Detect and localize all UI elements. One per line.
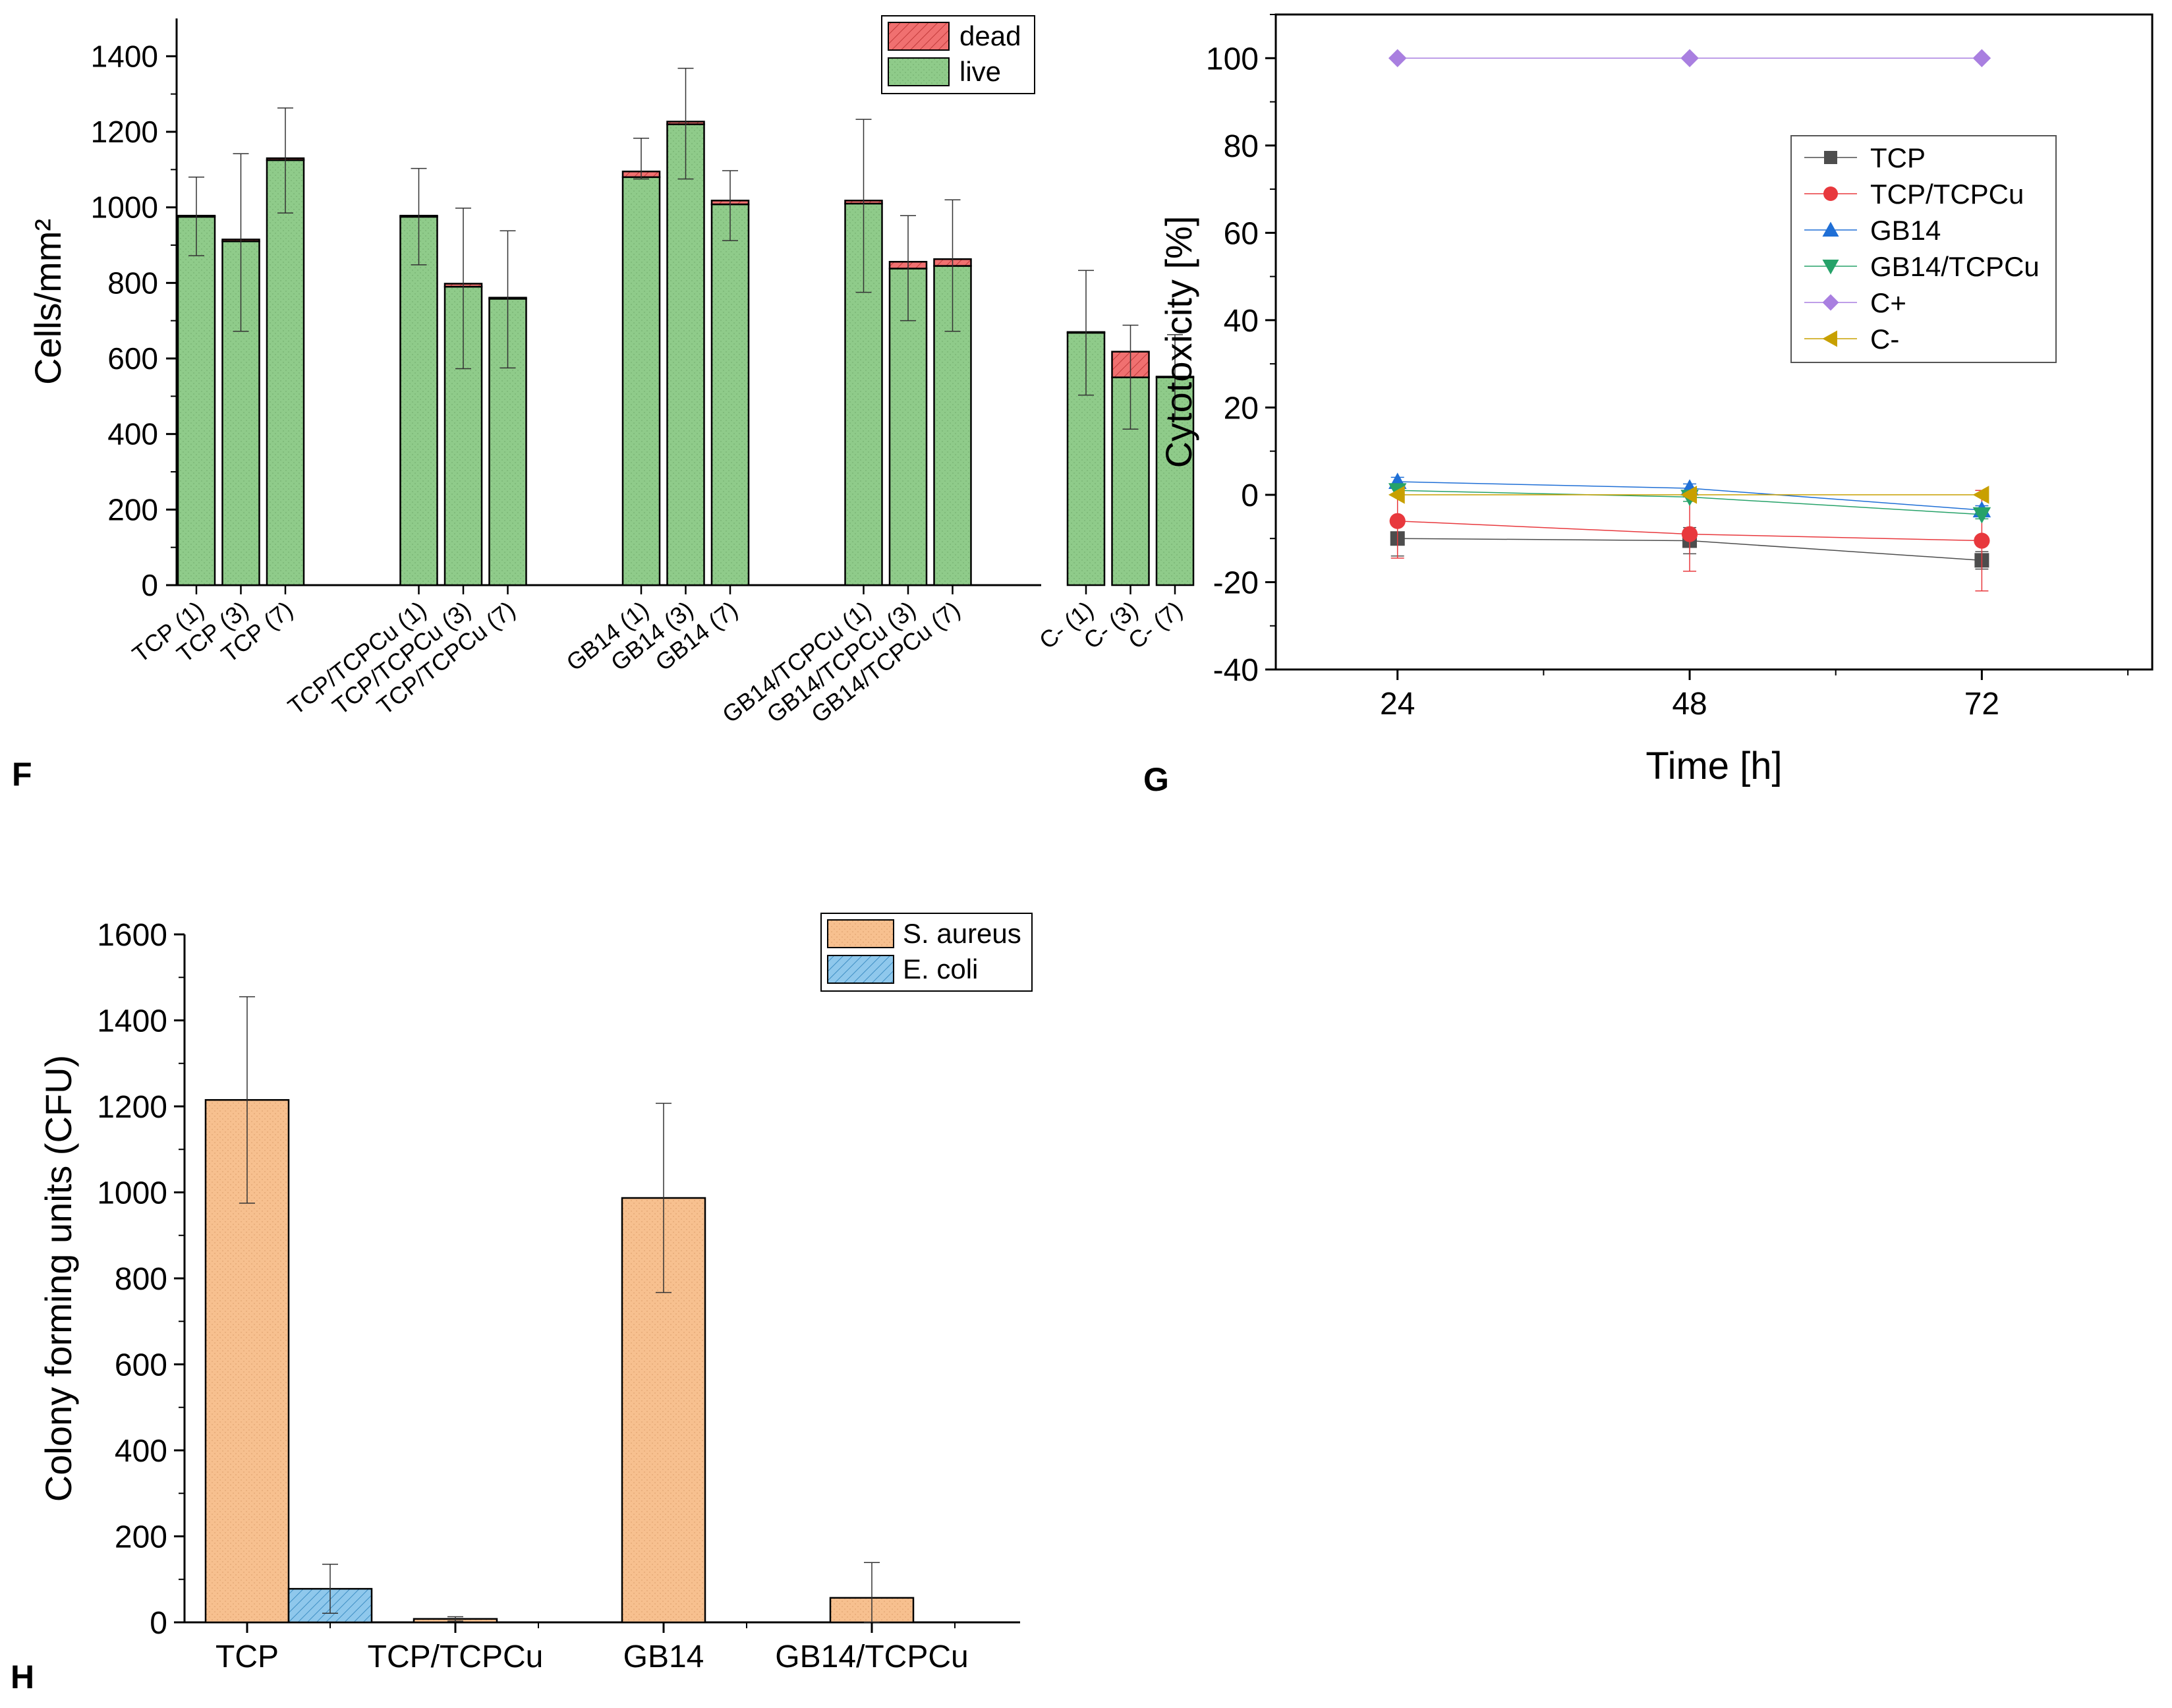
- panel-label-g: G: [1143, 761, 1169, 798]
- panel-label-f: F: [12, 756, 32, 793]
- legend-label-gb14-tcpcu: GB14/TCPCu: [1870, 251, 2040, 282]
- data-point-c: [1972, 486, 1989, 504]
- legend-marker-gb14-tcpcu: [1822, 260, 1839, 275]
- data-point-tcp-tcpcu: [1974, 532, 1990, 549]
- y-tick-label: 800: [107, 266, 158, 300]
- y-tick-label: -40: [1213, 653, 1259, 688]
- x-tick-label: 72: [1964, 687, 1999, 722]
- y-tick-label: 40: [1224, 304, 1259, 339]
- legend-box: [1790, 135, 2057, 363]
- x-tick-label: 48: [1672, 687, 1707, 722]
- y-tick-label: 1400: [97, 1004, 167, 1039]
- data-point-tcp-tcpcu: [1389, 513, 1406, 529]
- bar-live: [399, 215, 438, 586]
- y-tick-label: 1600: [97, 918, 167, 953]
- y-tick-label: 200: [115, 1520, 167, 1555]
- legend-swatch-live: [888, 57, 950, 86]
- x-axis-title: Time [h]: [1645, 745, 1782, 787]
- bar-live: [666, 123, 705, 586]
- data-point-c: [1388, 49, 1407, 68]
- bar-live: [888, 268, 928, 586]
- legend-label-e-coli: E. coli: [903, 954, 978, 984]
- legend-marker-tcp-tcpcu: [1823, 186, 1838, 201]
- x-tick-label: GB14: [623, 1639, 704, 1674]
- legend-label-live: live: [959, 56, 1001, 87]
- x-tick-label: 24: [1380, 687, 1415, 722]
- data-point-c: [1388, 486, 1405, 504]
- legend-label-c: C+: [1870, 287, 1906, 318]
- y-axis-title: Cytotoxicity [%]: [1158, 216, 1199, 469]
- y-tick-label: 1200: [97, 1090, 167, 1125]
- y-tick-label: 1000: [97, 1176, 167, 1211]
- legend-marker-gb14: [1822, 221, 1839, 237]
- panel-h: 0 200 400 600 800 1000 1200 1400 1600 Colony form…: [38, 913, 1033, 1674]
- y-tick-label: 1400: [91, 39, 158, 73]
- y-tick-label: -20: [1213, 565, 1259, 600]
- data-point-tcp-tcpcu: [1681, 526, 1698, 542]
- y-tick-label: 0: [1241, 478, 1259, 513]
- panel-g: -40 -20 0 20 40 60 80 100 24 48 72 Time [h] Cytotoxi…: [1158, 13, 2154, 787]
- y-tick-label: 20: [1224, 391, 1259, 426]
- panel-label-h: H: [11, 1659, 34, 1695]
- x-tick-label: TCP: [215, 1639, 279, 1674]
- legend-label-c: C-: [1870, 324, 1899, 355]
- data-point-gb14-tcpcu: [1972, 507, 1991, 524]
- x-tick-label: TCP/TCPCu: [368, 1639, 544, 1674]
- legend-label-dead: dead: [959, 20, 1021, 51]
- legend-label-gb14: GB14: [1870, 215, 1941, 246]
- y-tick-label: 400: [115, 1434, 167, 1469]
- y-tick-label: 100: [1206, 42, 1259, 76]
- y-tick-label: 60: [1224, 216, 1259, 251]
- data-point-c: [1972, 49, 1991, 68]
- y-axis-title: Cells/mm²: [27, 219, 69, 385]
- legend-swatch-e-coli: [827, 955, 894, 984]
- legend-swatch-dead: [888, 22, 950, 51]
- y-tick-label: 1000: [91, 190, 158, 225]
- legend-marker-c: [1822, 330, 1837, 347]
- bar-live: [266, 159, 305, 586]
- bar-live: [177, 215, 216, 586]
- bar-live: [621, 176, 661, 586]
- y-tick-label: 800: [115, 1262, 167, 1297]
- y-tick-label: 0: [141, 568, 158, 602]
- legend-label-s-aureus: S. aureus: [903, 918, 1021, 949]
- y-tick-label: 0: [150, 1606, 167, 1641]
- data-point-c: [1680, 486, 1698, 504]
- y-tick-label: 200: [107, 492, 158, 527]
- x-tick-label: GB14/TCPCu: [775, 1639, 968, 1674]
- y-tick-label: 400: [107, 417, 158, 451]
- legend-label-tcp: TCP: [1870, 142, 1926, 173]
- legend-marker-c: [1822, 294, 1839, 311]
- y-tick-label: 600: [107, 341, 158, 376]
- legend-marker-tcp: [1824, 151, 1837, 164]
- y-tick-label: 600: [115, 1348, 167, 1383]
- bar-live: [1111, 376, 1150, 586]
- y-axis-title: Colony forming units (CFU): [38, 1055, 79, 1502]
- plot-frame: [1274, 13, 2154, 671]
- data-point-c: [1680, 49, 1699, 68]
- y-tick-label: 80: [1224, 129, 1259, 164]
- y-tick-label: 1200: [91, 115, 158, 149]
- legend-swatch-s-aureus: [827, 919, 894, 948]
- bar-live: [710, 203, 750, 586]
- legend-label-tcp-tcpcu: TCP/TCPCu: [1870, 179, 2024, 210]
